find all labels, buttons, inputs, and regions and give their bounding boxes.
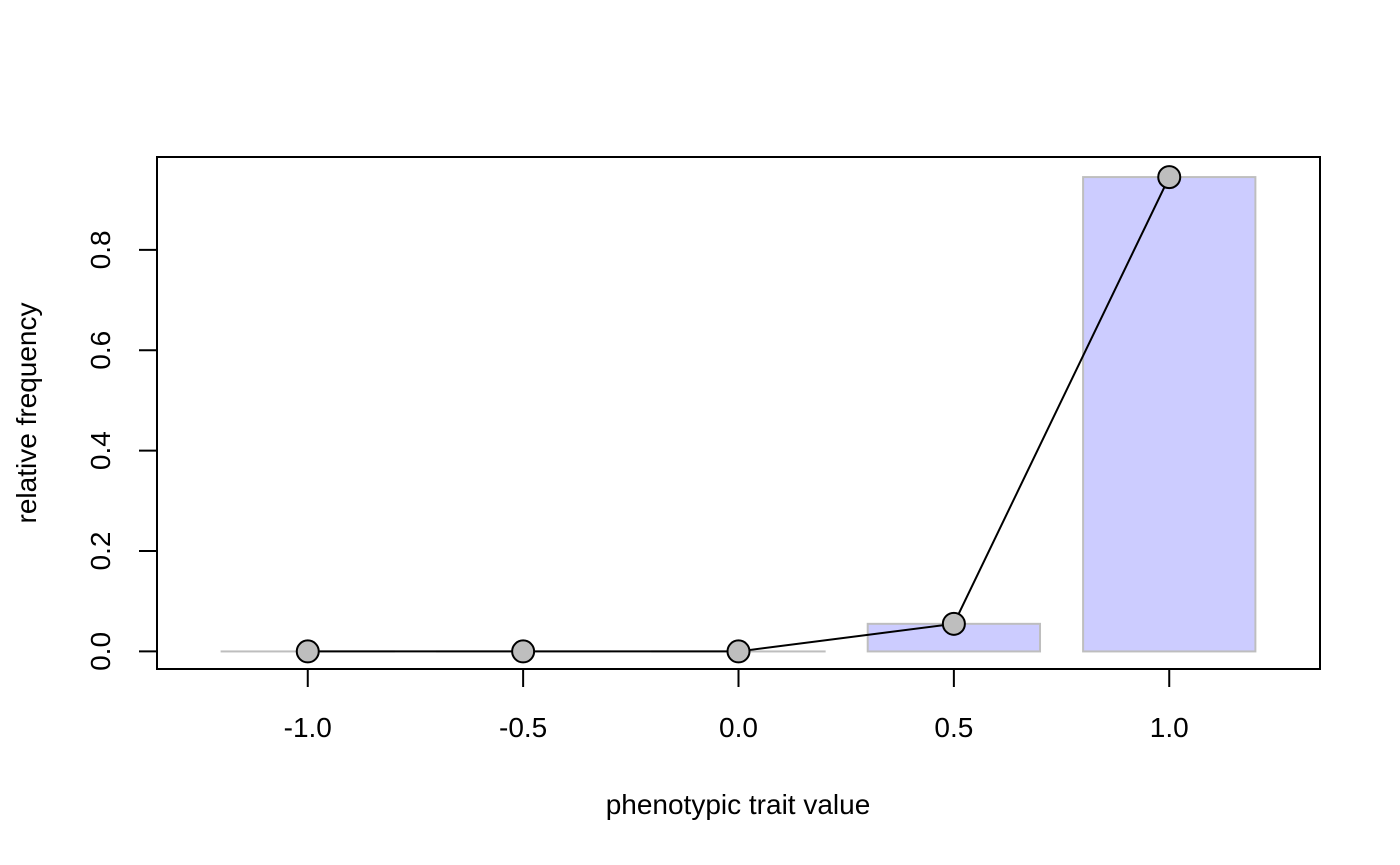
points-layer [295,165,1182,664]
x-tick-label: -1.0 [284,712,332,743]
x-axis: -1.0 -0.5 0.0 0.5 1.0 [284,669,1189,743]
bar [1082,176,1257,653]
x-axis-label: phenotypic trait value [606,789,871,820]
y-tick-label: 0.8 [85,230,116,269]
data-point [511,639,536,664]
y-tick-label: 0.4 [85,431,116,470]
bars-layer [220,176,1257,653]
data-point [726,639,751,664]
x-tick-label: 0.5 [934,712,973,743]
x-tick-label: -0.5 [499,712,547,743]
y-axis: 0.0 0.2 0.4 0.6 0.8 [85,230,157,671]
data-point [1157,165,1182,190]
x-tick-label: 0.0 [719,712,758,743]
series-line [307,176,1171,653]
y-tick-label: 0.6 [85,331,116,370]
y-axis-label: relative frequency [11,302,42,523]
x-tick-label: 1.0 [1150,712,1189,743]
y-tick-label: 0.0 [85,632,116,671]
y-tick-label: 0.2 [85,532,116,571]
line-layer [307,176,1171,653]
data-point [295,639,320,664]
data-point [941,611,966,636]
